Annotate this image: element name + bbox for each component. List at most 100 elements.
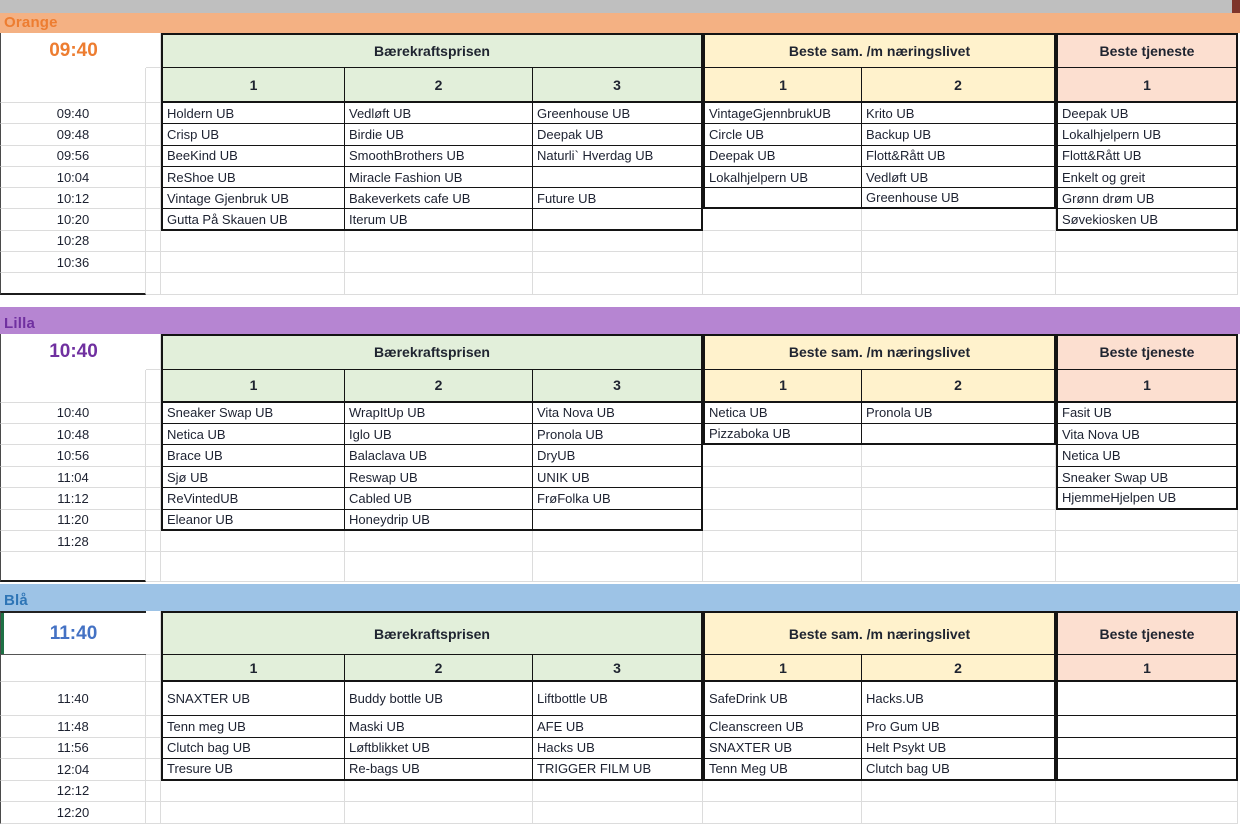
entry-cell[interactable]: Sneaker Swap UB [161, 402, 345, 425]
entry-cell[interactable]: Eleanor UB [161, 509, 345, 532]
empty-cell[interactable] [862, 273, 1056, 295]
entry-cell[interactable]: Greenhouse UB [862, 188, 1056, 210]
entry-cell[interactable]: BeeKind UB [161, 145, 345, 167]
entry-cell[interactable]: Pizzaboka UB [703, 424, 862, 446]
entry-cell[interactable]: Lokalhjelpern UB [703, 166, 862, 189]
spacer-cell[interactable] [146, 552, 161, 583]
col-number-cell[interactable]: 2 [862, 68, 1056, 103]
entry-cell[interactable]: Grønn drøm UB [1056, 188, 1238, 210]
col-number-cell[interactable]: 2 [862, 655, 1056, 683]
empty-cell[interactable] [533, 780, 703, 802]
entry-cell[interactable]: Tenn meg UB [161, 716, 345, 738]
spacer-cell[interactable] [146, 716, 161, 738]
spacer-cell[interactable] [146, 230, 161, 253]
entry-cell[interactable]: ReVintedUB [161, 488, 345, 510]
empty-cell[interactable] [161, 801, 345, 824]
time-cell[interactable]: 10:56 [0, 445, 146, 467]
empty-cell[interactable] [533, 230, 703, 253]
time-cell[interactable] [0, 552, 146, 583]
col-number-cell[interactable]: 3 [533, 369, 703, 403]
section-title-bar[interactable]: Orange [0, 13, 1240, 33]
entry-cell[interactable]: AFE UB [533, 716, 703, 738]
entry-cell[interactable]: Deepak UB [1056, 103, 1238, 125]
empty-entry-cell[interactable] [533, 509, 703, 532]
entry-cell[interactable]: Naturli` Hverdag UB [533, 145, 703, 167]
entry-cell[interactable]: Krito UB [862, 103, 1056, 125]
spacer-cell[interactable] [146, 655, 161, 683]
empty-cell[interactable] [703, 531, 862, 553]
group-header-cell[interactable]: Beste tjeneste [1056, 611, 1238, 656]
empty-cell[interactable] [533, 801, 703, 824]
entry-cell[interactable]: Enkelt og greit [1056, 166, 1238, 189]
spacer-cell[interactable] [146, 424, 161, 446]
empty-cell[interactable] [161, 552, 345, 583]
spacer-cell[interactable] [146, 252, 161, 274]
empty-cell[interactable] [862, 552, 1056, 583]
empty-cell[interactable] [533, 252, 703, 274]
time-cell[interactable]: 11:04 [0, 466, 146, 489]
spacer-cell[interactable] [146, 188, 161, 210]
group-header-cell[interactable]: Beste sam. /m næringslivet [703, 611, 1056, 656]
time-cell[interactable]: 10:36 [0, 252, 146, 274]
empty-entry-cell[interactable] [533, 166, 703, 189]
empty-cell[interactable] [1056, 509, 1238, 532]
empty-cell[interactable] [533, 531, 703, 553]
spacer-cell[interactable] [146, 369, 161, 403]
empty-cell[interactable] [345, 801, 533, 824]
empty-cell[interactable] [533, 552, 703, 583]
entry-cell[interactable]: Netica UB [1056, 445, 1238, 467]
time-cell[interactable] [0, 68, 146, 103]
entry-cell[interactable]: Birdie UB [345, 124, 533, 146]
entry-cell[interactable]: Pronola UB [533, 424, 703, 446]
entry-cell[interactable]: DryUB [533, 445, 703, 467]
group-header-cell[interactable]: Beste sam. /m næringslivet [703, 333, 1056, 370]
empty-cell[interactable] [703, 466, 862, 489]
entry-cell[interactable]: ReShoe UB [161, 166, 345, 189]
spacer-cell[interactable] [146, 466, 161, 489]
time-cell[interactable]: 12:20 [0, 801, 146, 824]
entry-cell[interactable]: Cabled UB [345, 488, 533, 510]
empty-entry-cell[interactable] [862, 424, 1056, 446]
spacer-cell[interactable] [146, 737, 161, 760]
entry-cell[interactable]: VintageGjennbrukUB [703, 103, 862, 125]
time-cell[interactable]: 11:20 [0, 509, 146, 532]
time-cell[interactable]: 12:12 [0, 780, 146, 802]
empty-cell[interactable] [161, 780, 345, 802]
entry-cell[interactable]: Backup UB [862, 124, 1056, 146]
group-header-cell[interactable]: Beste sam. /m næringslivet [703, 33, 1056, 68]
empty-entry-cell[interactable] [703, 188, 862, 210]
empty-cell[interactable] [1056, 252, 1238, 274]
entry-cell[interactable]: SNAXTER UB [703, 737, 862, 760]
group-header-cell[interactable]: Bærekraftsprisen [161, 611, 703, 656]
empty-cell[interactable] [862, 252, 1056, 274]
empty-cell[interactable] [703, 780, 862, 802]
col-number-cell[interactable]: 1 [1056, 68, 1238, 103]
entry-cell[interactable]: TRIGGER FILM UB [533, 759, 703, 781]
entry-cell[interactable]: Flott&Rått UB [1056, 145, 1238, 167]
entry-cell[interactable]: Netica UB [161, 424, 345, 446]
col-number-cell[interactable]: 2 [345, 655, 533, 683]
entry-cell[interactable]: WrapItUp UB [345, 402, 533, 425]
entry-cell[interactable]: Vita Nova UB [1056, 424, 1238, 446]
time-cell[interactable]: 09:40 [0, 103, 146, 125]
col-number-cell[interactable]: 1 [703, 369, 862, 403]
entry-cell[interactable]: SNAXTER UB [161, 682, 345, 717]
entry-cell[interactable]: Re-bags UB [345, 759, 533, 781]
entry-cell[interactable]: Deepak UB [703, 145, 862, 167]
entry-cell[interactable]: Vedløft UB [862, 166, 1056, 189]
spacer-cell[interactable] [146, 124, 161, 146]
col-number-cell[interactable]: 3 [533, 655, 703, 683]
entry-cell[interactable]: Helt Psykt UB [862, 737, 1056, 760]
spacer-cell[interactable] [146, 333, 161, 370]
entry-cell[interactable]: UNIK UB [533, 466, 703, 489]
empty-entry-cell[interactable] [1056, 716, 1238, 738]
entry-cell[interactable]: Søvekiosken UB [1056, 209, 1238, 231]
entry-cell[interactable]: Pronola UB [862, 402, 1056, 425]
entry-cell[interactable]: Cleanscreen UB [703, 716, 862, 738]
entry-cell[interactable]: Gutta På Skauen UB [161, 209, 345, 231]
col-number-cell[interactable]: 1 [1056, 369, 1238, 403]
entry-cell[interactable]: Deepak UB [533, 124, 703, 146]
group-header-cell[interactable]: Beste tjeneste [1056, 333, 1238, 370]
time-cell[interactable]: 11:12 [0, 488, 146, 510]
entry-cell[interactable]: Holdern UB [161, 103, 345, 125]
